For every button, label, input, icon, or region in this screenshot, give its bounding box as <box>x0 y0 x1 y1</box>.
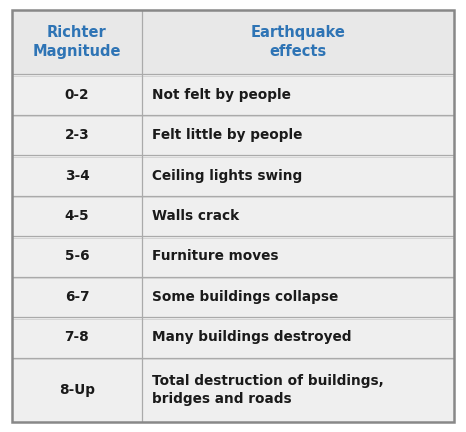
Text: 3-4: 3-4 <box>65 168 89 182</box>
Text: Felt little by people: Felt little by people <box>152 128 303 142</box>
Bar <box>12 196 454 236</box>
Text: 6-7: 6-7 <box>65 290 89 304</box>
Text: 0-2: 0-2 <box>65 88 89 102</box>
Text: 4-5: 4-5 <box>65 209 89 223</box>
Text: Richter
Magnitude: Richter Magnitude <box>33 25 121 59</box>
Bar <box>12 277 454 317</box>
Bar <box>12 236 454 277</box>
Text: 5-6: 5-6 <box>65 250 89 264</box>
Text: Earthquake
effects: Earthquake effects <box>251 25 346 59</box>
Bar <box>12 10 454 74</box>
Text: Ceiling lights swing: Ceiling lights swing <box>152 168 303 182</box>
Text: Not felt by people: Not felt by people <box>152 88 291 102</box>
Text: Total destruction of buildings,
bridges and roads: Total destruction of buildings, bridges … <box>152 375 384 406</box>
Text: Furniture moves: Furniture moves <box>152 250 279 264</box>
Bar <box>12 317 454 358</box>
Text: Some buildings collapse: Some buildings collapse <box>152 290 339 304</box>
Text: Walls crack: Walls crack <box>152 209 240 223</box>
Text: 8-Up: 8-Up <box>59 383 95 397</box>
Bar <box>12 155 454 196</box>
Text: 7-8: 7-8 <box>65 330 89 344</box>
Bar <box>12 115 454 155</box>
Bar <box>12 358 454 422</box>
Bar <box>12 74 454 115</box>
Text: 2-3: 2-3 <box>65 128 89 142</box>
Text: Many buildings destroyed: Many buildings destroyed <box>152 330 352 344</box>
